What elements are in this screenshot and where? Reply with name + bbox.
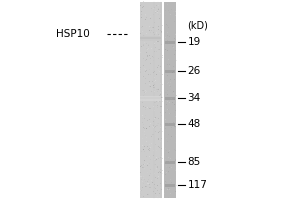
Text: 26: 26 xyxy=(188,66,201,76)
Bar xyxy=(140,38,161,41)
Bar xyxy=(140,2,162,198)
Text: (kD): (kD) xyxy=(188,21,208,31)
Bar xyxy=(165,41,175,44)
Bar xyxy=(165,184,175,187)
Text: 85: 85 xyxy=(188,157,201,167)
Bar xyxy=(140,37,161,39)
Text: 19: 19 xyxy=(188,37,201,47)
Bar xyxy=(165,123,175,126)
Bar xyxy=(165,161,175,164)
Text: 48: 48 xyxy=(188,119,201,129)
Bar xyxy=(165,70,175,73)
Text: 34: 34 xyxy=(188,93,201,103)
Bar xyxy=(164,2,176,198)
Bar xyxy=(165,97,175,100)
Bar xyxy=(140,36,161,38)
Text: 117: 117 xyxy=(188,180,207,190)
Bar xyxy=(140,97,161,99)
Text: HSP10: HSP10 xyxy=(56,29,90,39)
Bar xyxy=(140,98,161,101)
Bar xyxy=(140,96,161,98)
